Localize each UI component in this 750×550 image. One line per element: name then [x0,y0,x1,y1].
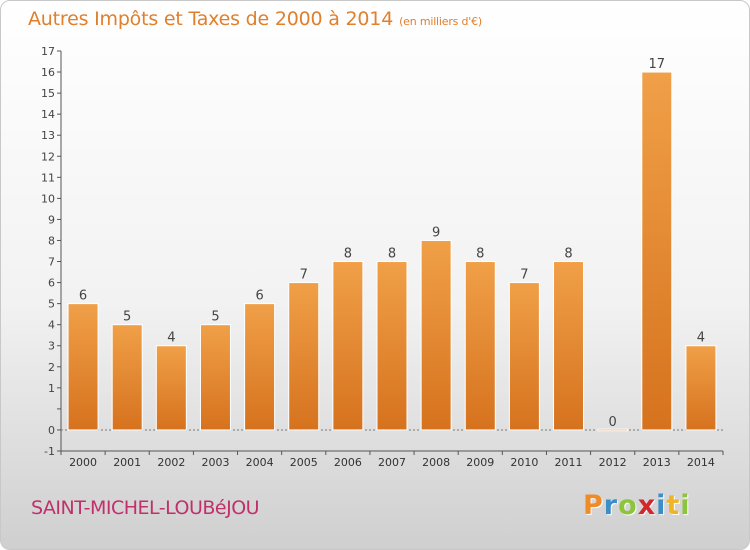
y-tick-label: 13 [41,129,55,142]
x-tick-label: 2002 [157,456,185,469]
bar-2000 [67,303,99,431]
logo-letter: P [583,490,604,521]
x-tick-label: 2004 [246,456,274,469]
y-tick-label: 11 [41,171,55,184]
x-tick-label: 2012 [599,456,627,469]
x-tick-label: 2000 [69,456,97,469]
bar-2002 [155,345,187,431]
bar-label-2009: 8 [476,247,484,262]
x-tick-label: 2008 [422,456,450,469]
chart-title-text: Autres Impôts et Taxes de 2000 à 2014 [28,8,394,30]
bar-2011 [553,261,585,431]
logo-letter: o [618,490,638,521]
y-tick-label: 9 [48,213,55,226]
bar-label-2010: 7 [520,268,528,283]
bar-label-2008: 9 [432,225,440,240]
y-tick-label: 7 [48,256,55,269]
chart-unit: (en milliers d'€) [399,15,482,28]
proxiti-logo[interactable]: Proxiti [583,490,691,521]
x-tick-label: 2006 [334,456,362,469]
bar-label-2005: 7 [300,268,308,283]
y-tick-label: 10 [41,192,55,205]
x-tick-label: 2009 [466,456,494,469]
bar-label-2004: 6 [255,289,263,304]
bar-label-2013: 17 [649,57,666,72]
logo-letter: r [603,490,619,521]
x-tick-label: 2001 [113,456,141,469]
town-name: SAINT-MICHEL-LOUBéJOU [31,497,260,519]
y-tick-label: 14 [41,108,55,121]
bar-2006 [332,261,364,431]
bar-labels: 6 5 4 5 6 7 8 8 9 8 7 8 0 17 4 [79,57,705,430]
x-tick-label: 2011 [555,456,583,469]
y-tick-label: 3 [48,340,55,353]
y-tick-label: 16 [41,66,55,79]
bar-2007 [376,261,408,431]
x-tick-label: 2010 [510,456,538,469]
y-tick-label: 8 [48,234,55,247]
x-tick-label: 2013 [643,456,671,469]
x-tick-label: 2003 [201,456,229,469]
bar-label-2002: 4 [167,331,175,346]
y-tick-label: 15 [41,87,55,100]
bar-label-2006: 8 [344,247,352,262]
y-tick-label: 12 [41,150,55,163]
y-tick-label: 17 [41,45,55,58]
y-tick-label: 5 [48,298,55,311]
bar-label-2001: 5 [123,310,131,325]
y-tick-label: -1 [44,445,55,458]
bar-2005 [288,282,320,431]
y-tick-label: 2 [48,361,55,374]
bar-2010 [508,282,540,431]
bars [67,71,717,432]
bar-2013 [641,71,673,431]
bar-2003 [199,324,231,431]
bar-label-2000: 6 [79,289,87,304]
logo-letter: t [666,490,681,521]
bar-2009 [464,261,496,431]
bar-2012 [597,428,629,432]
y-tick-label: 6 [48,277,55,290]
bar-2014 [685,345,717,431]
y-tick-label: 4 [48,319,55,332]
bar-2001 [111,324,143,431]
y-tick-label: 1 [48,382,55,395]
bar-2008 [420,239,452,431]
x-tick-label: 2007 [378,456,406,469]
bar-label-2014: 4 [697,331,705,346]
chart-title: Autres Impôts et Taxes de 2000 à 2014 (en… [28,8,482,30]
bar-label-2003: 5 [211,310,219,325]
logo-letter: i [656,490,667,521]
x-axis: 2000 2001 2002 2003 2004 2005 2006 2007 2008 2009… [60,429,724,469]
bar-label-2012: 0 [609,415,617,430]
x-tick-label: 2014 [687,456,715,469]
bar-label-2007: 8 [388,247,396,262]
bar-label-2011: 8 [564,247,572,262]
logo-letter: i [680,490,691,521]
logo-letter: x [637,490,657,521]
x-tick-label: 2005 [290,456,318,469]
bar-2004 [244,303,276,431]
y-tick-label: 0 [48,424,55,437]
